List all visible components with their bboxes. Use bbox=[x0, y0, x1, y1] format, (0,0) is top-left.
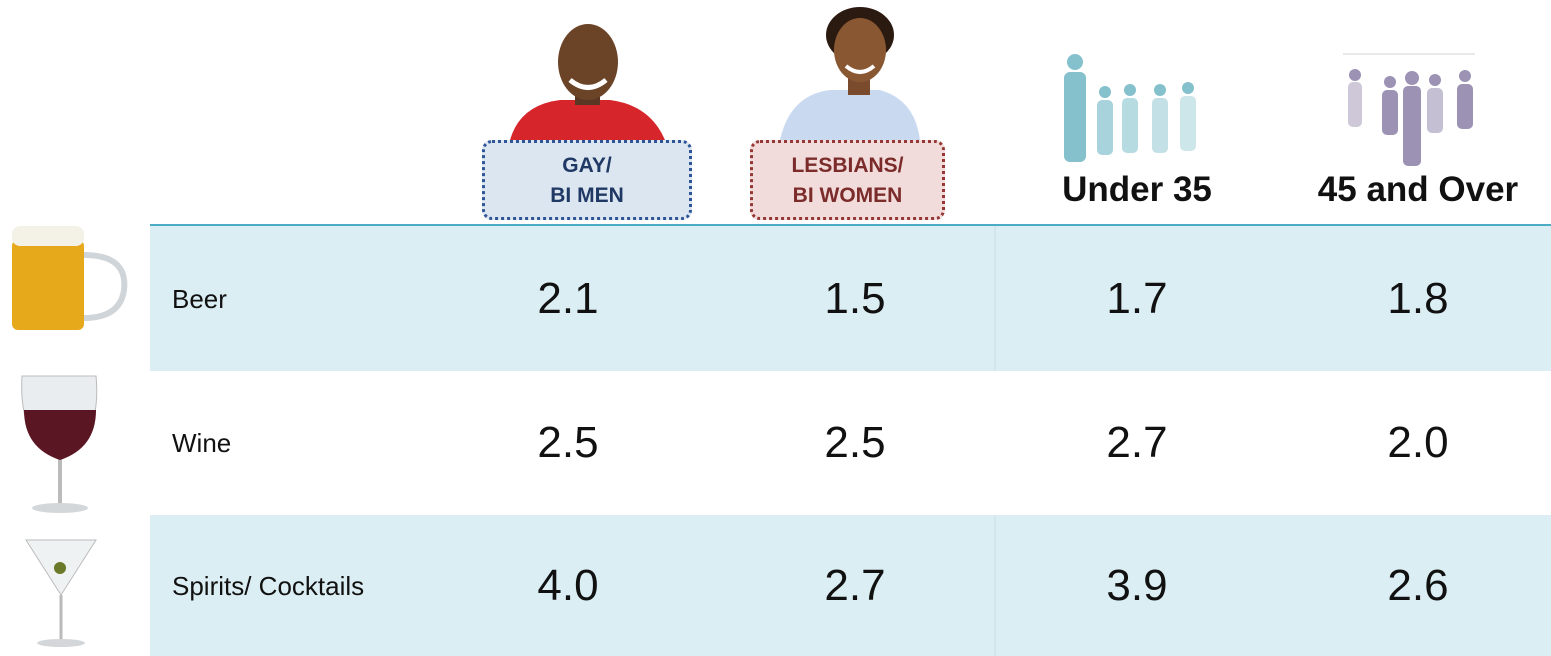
beer-icon bbox=[12, 226, 124, 330]
cell-value: 2.5 bbox=[448, 421, 688, 465]
column-header: GAY/ bbox=[485, 151, 689, 181]
cell-value: 2.7 bbox=[735, 564, 975, 608]
cell-value: 2.7 bbox=[1017, 421, 1257, 465]
column-header: Under 35 bbox=[987, 170, 1287, 210]
man-photo bbox=[510, 24, 665, 140]
column-header: BI MEN bbox=[485, 181, 689, 211]
cell-value: 2.1 bbox=[448, 277, 688, 321]
row-label: Wine bbox=[172, 430, 231, 456]
older-people bbox=[1343, 54, 1475, 166]
column-header: BI WOMEN bbox=[753, 181, 942, 211]
page: GAY/ BI MEN LESBIANS/ BI WOMEN Under 35 … bbox=[0, 0, 1551, 656]
cell-value: 4.0 bbox=[448, 564, 688, 608]
martini-icon bbox=[26, 540, 96, 647]
column-header: 45 and Over bbox=[1268, 170, 1551, 210]
illustrations bbox=[0, 0, 1551, 656]
row-label: Spirits/ Cocktails bbox=[172, 573, 364, 599]
wine-icon bbox=[22, 376, 97, 513]
cell-value: 2.6 bbox=[1298, 564, 1538, 608]
column-tag: LESBIANS/ BI WOMEN bbox=[750, 140, 945, 220]
young-people bbox=[1064, 54, 1196, 162]
cell-value: 1.8 bbox=[1298, 277, 1538, 321]
cell-value: 1.7 bbox=[1017, 277, 1257, 321]
column-header: LESBIANS/ bbox=[753, 151, 942, 181]
cell-value: 2.0 bbox=[1298, 421, 1538, 465]
column-tag: GAY/ BI MEN bbox=[482, 140, 692, 220]
cell-value: 2.5 bbox=[735, 421, 975, 465]
cell-value: 3.9 bbox=[1017, 564, 1257, 608]
row-label: Beer bbox=[172, 286, 227, 312]
cell-value: 1.5 bbox=[735, 277, 975, 321]
woman-photo bbox=[780, 7, 920, 140]
